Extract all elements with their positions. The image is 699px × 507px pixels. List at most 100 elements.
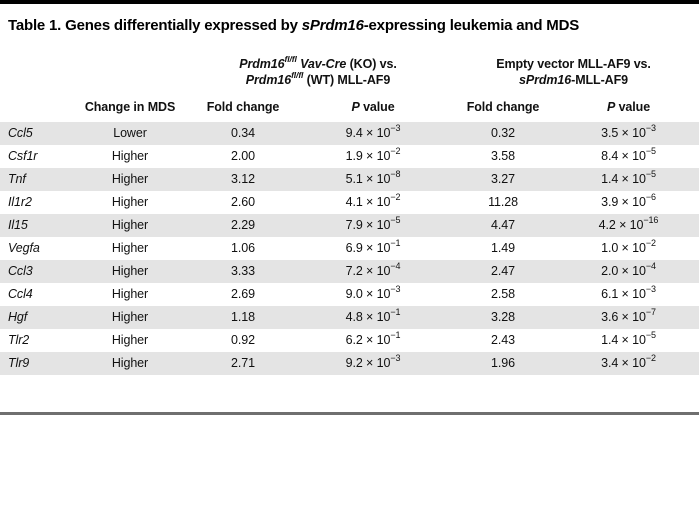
- p-value-2-cell: 3.6 × 10−7: [601, 306, 656, 324]
- p-value-1-cell: 7.9 × 10−5: [345, 214, 401, 232]
- group1-line2-rest: (WT) MLL-AF9: [303, 73, 391, 87]
- table-row-il1r2: Il1r2 Higher 2.60 4.1 × 10−2 11.28 3.9 ×…: [0, 191, 699, 214]
- p-value-1-cell: 9.2 × 10−3: [345, 352, 401, 370]
- table-row-ccl3: Ccl3 Higher 3.33 7.2 × 10−4 2.47 2.0 × 1…: [0, 260, 699, 283]
- fold-change-1-cell: 1.18: [231, 310, 255, 324]
- exponent: −3: [645, 122, 656, 133]
- exponent: −1: [390, 237, 401, 248]
- p-value-1-cell: 1.9 × 10−2: [345, 145, 401, 163]
- change-cell: Higher: [111, 241, 149, 255]
- table-row-vegfa: Vegfa Higher 1.06 6.9 × 10−1 1.49 1.0 × …: [0, 237, 699, 260]
- gene-cell: Tnf: [8, 172, 26, 186]
- column-group-header-row: Prdm16fl/fl Vav-Cre (KO) vs. Prdm16fl/fl…: [0, 53, 699, 88]
- fold-change-2-cell: 3.28: [491, 310, 515, 324]
- change-cell: Higher: [111, 149, 149, 163]
- fold-change-1-cell: 2.00: [231, 149, 255, 163]
- fold-change-2-cell: 2.58: [491, 287, 515, 301]
- fold-change-2-cell: 2.43: [491, 333, 515, 347]
- column-group-ko-line1: Prdm16fl/fl Vav-Cre (KO) vs.: [188, 53, 448, 72]
- fold-change-1-cell: 3.12: [231, 172, 255, 186]
- gene-cell: Il1r2: [8, 195, 32, 209]
- p-value-2-cell: 8.4 × 10−5: [601, 145, 656, 163]
- change-cell: Higher: [111, 218, 149, 232]
- exponent: −5: [645, 145, 656, 156]
- fold-change-1-cell: 1.06: [231, 241, 255, 255]
- change-cell: Higher: [111, 356, 149, 370]
- col-header-fold-change-1: Fold change: [206, 100, 280, 114]
- superscript-flfl: fl/fl: [284, 53, 297, 64]
- col-header-change-in-mds: Change in MDS: [84, 100, 176, 114]
- gene-cell: Il15: [8, 218, 28, 232]
- column-group-empty-line1: Empty vector MLL-AF9 vs.: [496, 57, 651, 71]
- group2-line2-rest: -MLL-AF9: [571, 73, 628, 87]
- fold-change-1-cell: 2.69: [231, 287, 255, 301]
- table-row-csf1r: Csf1r Higher 2.00 1.9 × 10−2 3.58 8.4 × …: [0, 145, 699, 168]
- exponent: −7: [645, 306, 656, 317]
- superscript-flfl: fl/fl: [291, 69, 304, 80]
- p-value-2-cell: 4.2 × 10−16: [598, 214, 659, 232]
- p-value-1-cell: 5.1 × 10−8: [345, 168, 401, 186]
- exponent: −3: [645, 283, 656, 294]
- change-cell: Lower: [113, 126, 147, 140]
- gene-cell: Hgf: [8, 310, 28, 324]
- fold-change-1-cell: 0.92: [231, 333, 255, 347]
- p-value-2-cell: 2.0 × 10−4: [601, 260, 656, 278]
- table-title-suffix: -expressing leukemia and MDS: [363, 17, 580, 34]
- fold-change-1-cell: 2.29: [231, 218, 255, 232]
- p-value-2-cell: 1.0 × 10−2: [601, 237, 656, 255]
- p-value-2-cell: 1.4 × 10−5: [601, 168, 656, 186]
- exponent: −3: [390, 122, 401, 133]
- exponent: −1: [390, 329, 401, 340]
- p-value-1-cell: 7.2 × 10−4: [345, 260, 401, 278]
- gene-prdm16: Prdm16: [239, 57, 285, 71]
- exponent: −4: [390, 260, 401, 271]
- gene-cell: Ccl4: [8, 287, 33, 301]
- fold-change-1-cell: 3.33: [231, 264, 255, 278]
- gene-cell: Tlr9: [8, 356, 30, 370]
- gene-cell: Vegfa: [8, 241, 40, 255]
- column-group-ko-line2: Prdm16fl/fl (WT) MLL-AF9: [188, 69, 448, 88]
- exponent: −3: [390, 352, 401, 363]
- fold-change-2-cell: 2.47: [491, 264, 515, 278]
- p-value-1-cell: 4.8 × 10−1: [345, 306, 401, 324]
- exponent: −2: [390, 191, 401, 202]
- gene-sprdm16: sPrdm16: [519, 73, 572, 87]
- table-title-gene: sPrdm16: [301, 17, 364, 34]
- gene-cell: Ccl5: [8, 126, 33, 140]
- gene-vav-cre: Vav-Cre: [296, 57, 347, 71]
- column-group-ko-vs-wt: Prdm16fl/fl Vav-Cre (KO) vs. Prdm16fl/fl…: [188, 53, 448, 88]
- fold-change-2-cell: 3.27: [491, 172, 515, 186]
- p-value-1-cell: 4.1 × 10−2: [345, 191, 401, 209]
- table-row-ccl4: Ccl4 Higher 2.69 9.0 × 10−3 2.58 6.1 × 1…: [0, 283, 699, 306]
- table-row-tlr9: Tlr9 Higher 2.71 9.2 × 10−3 1.96 3.4 × 1…: [0, 352, 699, 375]
- column-group-empty-line2: sPrdm16-MLL-AF9: [448, 72, 699, 88]
- table-title: Table 1. Genes differentially expressed …: [8, 17, 691, 34]
- p-value-2-cell: 3.9 × 10−6: [601, 191, 656, 209]
- change-cell: Higher: [111, 310, 149, 324]
- table-row-tlr2: Tlr2 Higher 0.92 6.2 × 10−1 2.43 1.4 × 1…: [0, 329, 699, 352]
- p-value-2-cell: 6.1 × 10−3: [601, 283, 656, 301]
- exponent: −2: [645, 352, 656, 363]
- fold-change-2-cell: 1.49: [491, 241, 515, 255]
- fold-change-2-cell: 1.96: [491, 356, 515, 370]
- exponent: −6: [645, 191, 656, 202]
- change-cell: Higher: [111, 195, 149, 209]
- exponent: −2: [390, 145, 401, 156]
- col-header-fold-change-2: Fold change: [466, 100, 540, 114]
- fold-change-2-cell: 11.28: [488, 195, 518, 209]
- table-title-prefix: Table 1. Genes differentially expressed …: [8, 17, 302, 34]
- fold-change-1-cell: 2.71: [231, 356, 255, 370]
- fold-change-2-cell: 4.47: [491, 218, 515, 232]
- exponent: −3: [390, 283, 401, 294]
- column-group-spacer: [0, 56, 188, 88]
- gene-cell: Tlr2: [8, 333, 30, 347]
- table-top-rule: [0, 0, 699, 4]
- table-row-ccl5: Ccl5 Lower 0.34 9.4 × 10−3 0.32 3.5 × 10…: [0, 122, 699, 145]
- column-header-row: Change in MDS Fold change P value Fold c…: [0, 98, 699, 116]
- p-value-1-cell: 9.0 × 10−3: [345, 283, 401, 301]
- table-row-hgf: Hgf Higher 1.18 4.8 × 10−1 3.28 3.6 × 10…: [0, 306, 699, 329]
- exponent: −4: [645, 260, 656, 271]
- table-row-il15: Il15 Higher 2.29 7.9 × 10−5 4.47 4.2 × 1…: [0, 214, 699, 237]
- table-bottom-rule: [0, 412, 699, 415]
